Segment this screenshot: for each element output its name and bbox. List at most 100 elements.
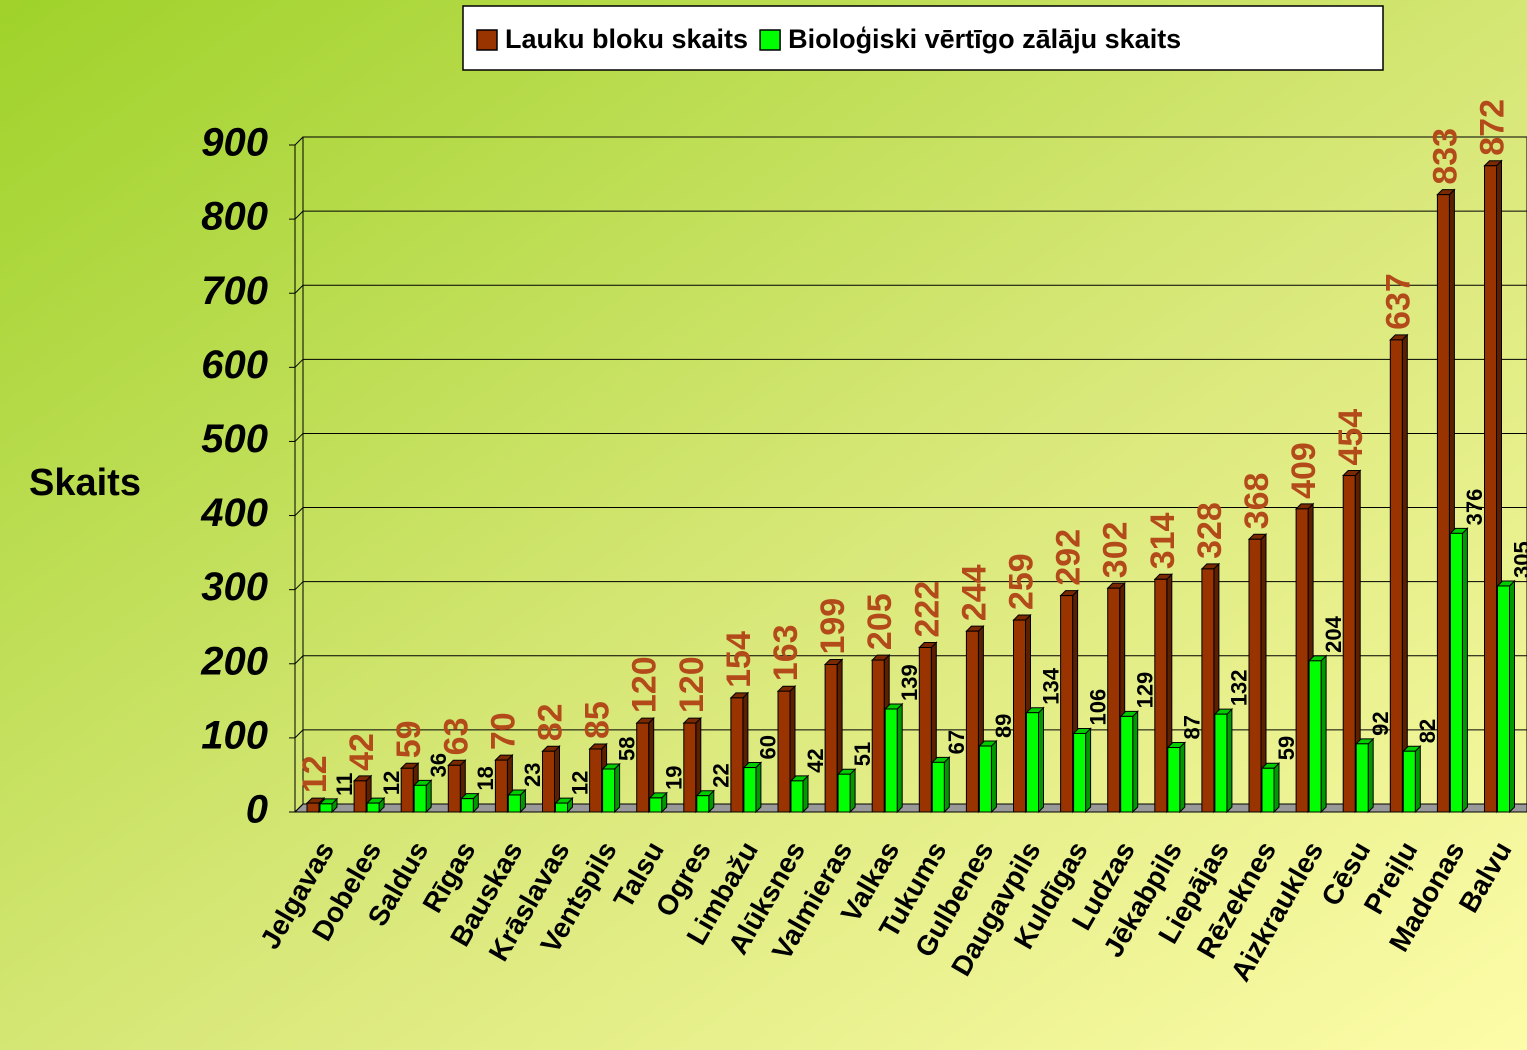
value-label: 82 <box>1415 719 1440 743</box>
y-tick-label: 500 <box>201 417 268 461</box>
grid-line-side <box>294 507 304 516</box>
value-label: 409 <box>1285 442 1323 499</box>
bar <box>978 745 992 813</box>
bar <box>1201 568 1215 813</box>
grid-line-side <box>294 433 304 442</box>
value-label: 85 <box>579 701 617 739</box>
value-label: 302 <box>1097 521 1135 578</box>
value-label: 132 <box>1227 669 1252 706</box>
value-label: 120 <box>626 656 664 713</box>
bar <box>413 784 427 813</box>
legend-label: Lauku bloku skaits <box>505 24 748 54</box>
value-label: 12 <box>379 771 404 795</box>
bar <box>306 802 320 813</box>
y-tick-label: 100 <box>201 713 268 757</box>
grid-line-side <box>294 581 304 591</box>
value-label: 454 <box>1332 409 1370 466</box>
value-label: 36 <box>426 753 451 777</box>
value-label: 368 <box>1238 473 1276 530</box>
value-label: 12 <box>567 771 592 795</box>
y-tick-label: 400 <box>200 491 268 535</box>
value-label: 205 <box>861 593 899 650</box>
legend-swatch <box>759 29 781 51</box>
value-label: 22 <box>709 763 734 787</box>
bar <box>683 722 697 813</box>
value-label: 70 <box>484 712 522 750</box>
bar <box>918 646 932 813</box>
bar <box>871 659 885 813</box>
bar <box>542 750 555 813</box>
grid-line-side <box>294 136 304 146</box>
bar <box>589 748 603 813</box>
y-tick-label: 200 <box>200 639 268 683</box>
value-label: 11 <box>332 773 357 796</box>
value-label: 199 <box>814 598 852 655</box>
value-label: 63 <box>437 717 475 755</box>
bar <box>507 794 521 813</box>
value-label: 244 <box>955 564 993 621</box>
bar-side <box>1414 745 1421 814</box>
legend: Lauku bloku skaits Bioloģiski vērtīgo zāl… <box>462 5 1384 71</box>
y-tick-label: 900 <box>201 121 268 165</box>
bar <box>1389 339 1403 813</box>
value-label: 154 <box>720 631 758 688</box>
value-label: 18 <box>473 766 498 790</box>
bar-side <box>943 756 950 814</box>
bar <box>1214 713 1228 813</box>
bar <box>1355 743 1369 813</box>
bar <box>555 802 568 813</box>
bar-side <box>1401 333 1408 814</box>
value-label: 59 <box>390 720 428 758</box>
bar <box>824 664 838 813</box>
bar <box>366 802 380 813</box>
bar-side <box>1461 527 1468 814</box>
value-label: 51 <box>850 742 875 766</box>
bar <box>1167 747 1181 813</box>
value-label: 19 <box>662 765 687 789</box>
bar <box>1248 538 1262 813</box>
value-label: 314 <box>1144 512 1182 569</box>
bar-side <box>1226 707 1233 814</box>
bar <box>319 803 333 813</box>
legend-label: Bioloģiski vērtīgo zālāju skaits <box>788 24 1181 54</box>
value-label: 139 <box>897 664 922 701</box>
bar <box>837 773 851 813</box>
grid-line-side <box>294 803 304 813</box>
bar <box>1449 532 1463 813</box>
value-label: 92 <box>1368 711 1393 735</box>
bar-side <box>849 767 856 814</box>
bar <box>1107 587 1121 813</box>
bar <box>1261 767 1275 813</box>
y-axis-label: Skaits <box>29 462 141 504</box>
value-label: 59 <box>1274 736 1299 760</box>
value-label: 204 <box>1321 615 1346 652</box>
bar <box>1120 715 1134 813</box>
value-label: 12 <box>296 755 334 793</box>
value-label: 328 <box>1191 502 1229 559</box>
bar <box>1402 750 1416 813</box>
value-label: 23 <box>520 762 545 786</box>
y-tick-label: 600 <box>201 343 268 387</box>
legend-box <box>462 5 1384 71</box>
bar <box>931 761 945 813</box>
bar-side <box>1509 579 1515 814</box>
value-label: 305 <box>1509 541 1527 578</box>
bar <box>1436 194 1450 813</box>
bar <box>353 780 367 813</box>
bar <box>1342 475 1356 813</box>
grid-line-side <box>294 284 304 294</box>
bar-side <box>1367 737 1374 814</box>
y-tick-label: 300 <box>201 565 268 609</box>
bar <box>1026 712 1039 813</box>
bar-side <box>1179 741 1186 814</box>
bar <box>460 798 474 813</box>
bar-side <box>1273 762 1280 814</box>
y-tick-label: 800 <box>201 195 268 239</box>
value-label: 129 <box>1133 672 1158 709</box>
bar <box>636 722 650 813</box>
value-label: 120 <box>673 656 711 713</box>
value-label: 292 <box>1050 529 1088 586</box>
bar <box>1497 585 1510 813</box>
